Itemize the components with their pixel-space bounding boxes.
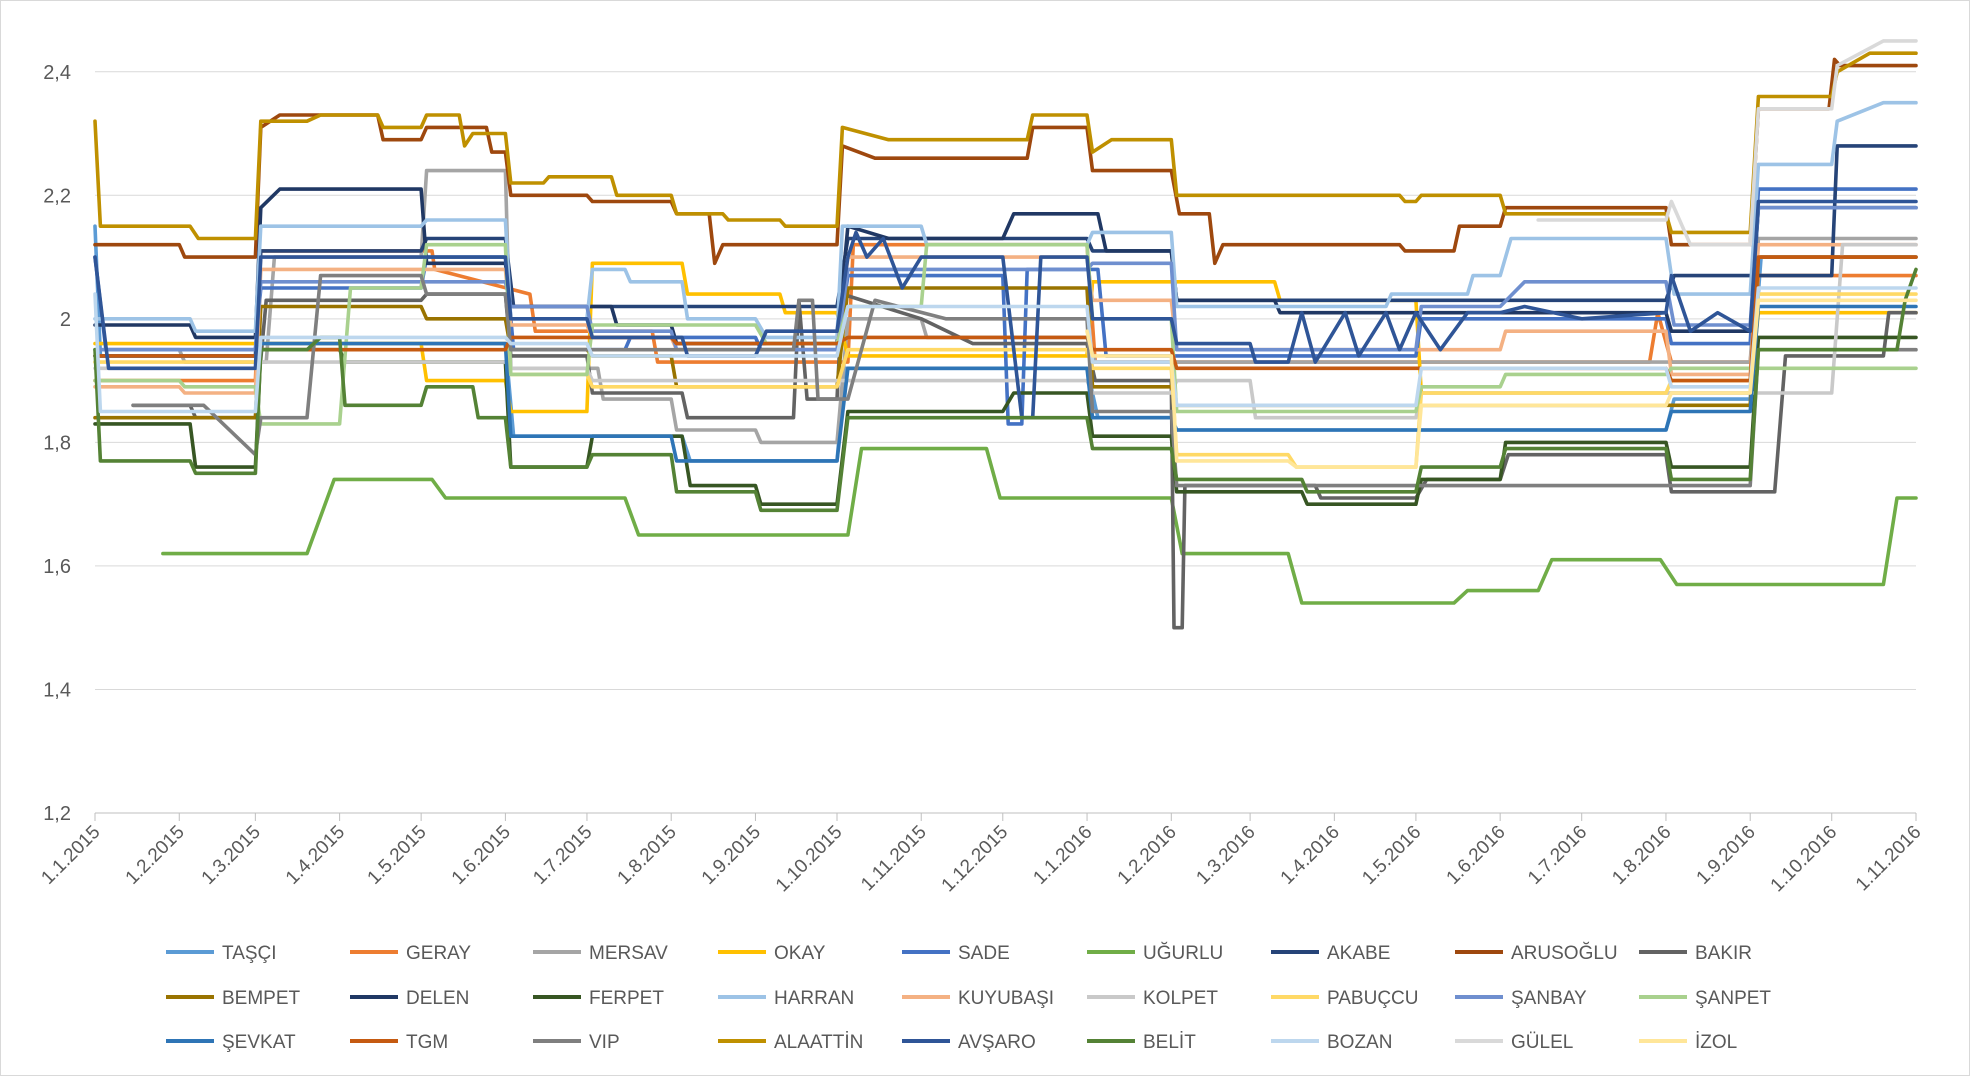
x-tick-label: 1.11.2016 [1852, 822, 1926, 896]
x-tick-label: 1.10.2015 [772, 822, 847, 897]
legend-label: ŞANBAY [1511, 988, 1587, 1009]
legend-label: BOZAN [1327, 1032, 1392, 1053]
legend-label: FERPET [589, 988, 664, 1009]
x-tick-label: 1.7.2016 [1524, 822, 1591, 889]
x-tick-label: 1.3.2015 [198, 822, 265, 889]
x-tick-label: 1.5.2016 [1358, 822, 1425, 889]
x-tick-label: 1.9.2015 [698, 822, 765, 889]
legend-label: BEMPET [222, 988, 301, 1009]
legend-label: ŞEVKAT [222, 1032, 296, 1053]
x-tick-label: 1.8.2015 [614, 822, 681, 889]
x-tick-label: 1.2.2015 [122, 822, 189, 889]
legend-label: DELEN [406, 988, 469, 1009]
series-line [93, 51, 1918, 241]
y-tick-label: 2 [60, 309, 71, 331]
y-tick-label: 2,2 [43, 185, 71, 207]
legend-label: UĞURLU [1143, 942, 1223, 964]
x-axis: 1.1.2015 1.2.2015 1.3.2015 1.4.2015 1.5.2015… [37, 812, 1926, 897]
x-tick-label: 1.6.2016 [1443, 822, 1510, 889]
x-tick-label: 1.3.2016 [1192, 822, 1259, 889]
x-tick-label: 1.12.2015 [938, 822, 1013, 897]
legend-label: VIP [589, 1032, 620, 1053]
y-tick-label: 1,8 [43, 432, 71, 454]
series-line [131, 273, 1918, 488]
y-tick-label: 1,4 [43, 679, 71, 701]
x-tick-label: 1.8.2016 [1608, 822, 1675, 889]
legend-label: TGM [406, 1032, 448, 1053]
legend-label: KOLPET [1143, 988, 1218, 1009]
x-tick-label: 1.4.2016 [1277, 822, 1344, 889]
x-tick-label: 1.11.2015 [857, 822, 931, 896]
legend-label: OKAY [774, 943, 826, 964]
x-tick-label: 1.1.2016 [1029, 822, 1096, 889]
series-line [93, 199, 1918, 420]
y-axis-tick-labels: 1,2 1,4 1,6 1,8 2 2,2 2,4 [43, 62, 71, 825]
series-lines [93, 39, 1918, 630]
legend-label: MERSAV [589, 943, 668, 964]
legend-label: KUYUBAŞI [958, 988, 1054, 1009]
legend-label: BAKIR [1695, 943, 1752, 964]
legend-label: GÜLEL [1511, 1032, 1573, 1053]
series-line [93, 286, 1918, 414]
legend-label: TAŞÇI [222, 943, 277, 964]
x-tick-label: 1.1.2015 [37, 822, 104, 889]
legend-label: BELİT [1143, 1032, 1196, 1053]
y-tick-label: 2,4 [43, 62, 71, 84]
legend-label: ARUSOĞLU [1511, 942, 1618, 964]
legend-label: HARRAN [774, 988, 854, 1009]
series-line [1536, 39, 1918, 247]
legend-label: ALAATTİN [774, 1032, 863, 1053]
legend-label: İZOL [1695, 1032, 1737, 1053]
legend-label: PABUÇCU [1327, 988, 1419, 1009]
legend-label: ŞANPET [1695, 988, 1771, 1009]
legend-label: AVŞARO [958, 1032, 1036, 1053]
legend-label: SADE [958, 943, 1010, 964]
x-tick-label: 1.9.2016 [1693, 822, 1760, 889]
x-tick-label: 1.6.2015 [448, 822, 515, 889]
x-tick-label: 1.5.2015 [364, 822, 431, 889]
x-tick-label: 1.10.2016 [1767, 822, 1842, 897]
series-line [1085, 298, 1918, 469]
x-tick-label: 1.7.2015 [529, 822, 596, 889]
legend-label: AKABE [1327, 943, 1390, 964]
legend: TAŞÇI GERAY MERSAV OKAY SADE UĞURLU AKABE ARUSO… [166, 942, 1771, 1053]
y-tick-label: 1,6 [43, 556, 71, 578]
series-line [93, 304, 1918, 463]
y-tick-label: 1,2 [43, 803, 71, 825]
x-tick-label: 1.2.2016 [1114, 822, 1181, 889]
series-line [93, 57, 1918, 266]
series-line [161, 446, 1918, 605]
legend-label: GERAY [406, 943, 471, 964]
series-line [93, 267, 1918, 513]
series-line [93, 255, 1918, 383]
x-tick-label: 1.4.2015 [282, 822, 349, 889]
